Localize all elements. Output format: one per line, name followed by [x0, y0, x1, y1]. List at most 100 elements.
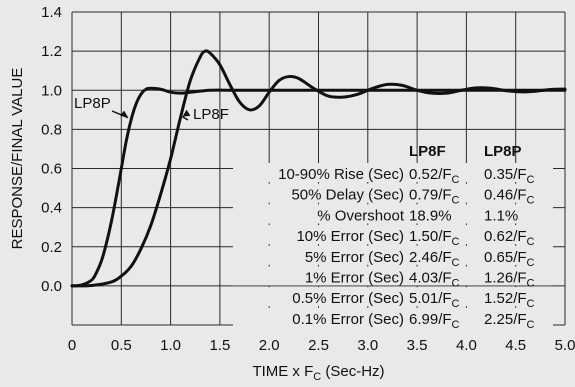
x-axis-title-unit: (Sec-Hz) — [321, 363, 384, 380]
table-cell-subscript: C — [527, 195, 535, 207]
table-cell-lp8p: 1.26/FC — [484, 270, 535, 290]
x-axis-title-main: TIME x F — [252, 363, 313, 380]
arrowhead-lp8p — [120, 110, 129, 118]
table-cell-subscript: C — [452, 174, 460, 186]
table-row-bg — [233, 307, 553, 327]
series-line-lp8f — [70, 49, 567, 288]
table-row-label: 50% Delay (Sec) — [291, 187, 404, 204]
table-cell-value: 0.65/F — [484, 249, 527, 266]
table-cell-subscript: C — [452, 319, 460, 331]
table-cell-value: 0.35/F — [484, 166, 527, 183]
y-tick-label: 0.2 — [41, 239, 62, 256]
table-cell-value: 0.52/F — [409, 166, 452, 183]
y-tick-label: 1.4 — [41, 4, 62, 21]
table-cell-value: 4.03/F — [409, 270, 452, 287]
arrowhead-lp8f — [182, 109, 191, 117]
table-row-bg — [233, 163, 553, 182]
table-cell-value: 1.26/F — [484, 270, 527, 287]
table-cell-lp8f: 5.01/FC — [409, 290, 460, 310]
table-cell-subscript: C — [452, 236, 460, 248]
table-cell-subscript: C — [527, 257, 535, 269]
table-row-bg — [233, 225, 553, 245]
y-tick-label: 1.2 — [41, 43, 62, 60]
table-header-lp8p: LP8P — [484, 143, 522, 160]
x-tick-label: 2.0 — [259, 337, 280, 354]
table-cell-lp8p: 2.25/FC — [484, 311, 535, 331]
arrow-lp8f — [182, 116, 189, 121]
table-cell-value: 18.9% — [409, 207, 452, 224]
table-cell-subscript: C — [527, 236, 535, 248]
table-cell-subscript: C — [527, 319, 535, 331]
x-axis-title-subscript: C — [313, 371, 321, 383]
table-row-label: 5% Error (Sec) — [305, 249, 404, 266]
table-cell-value: 0.79/F — [409, 187, 452, 204]
table-cell-value: 2.46/F — [409, 249, 452, 266]
x-tick-label: 3.0 — [357, 337, 378, 354]
series-label-lp8f: LP8F — [193, 106, 229, 123]
table-cell-value: 6.99/F — [409, 311, 452, 328]
y-tick-label: 1.0 — [41, 82, 62, 99]
x-tick-label: 4.0 — [456, 337, 477, 354]
x-tick-label: 0 — [68, 337, 76, 354]
table-cell-lp8f: 4.03/FC — [409, 270, 460, 290]
table-row-label: 0.5% Error (Sec) — [292, 290, 404, 307]
y-tick-label: 0.4 — [41, 200, 62, 217]
x-axis-title: TIME x FC (Sec-Hz) — [252, 363, 384, 383]
y-axis-title: RESPONSE/FINAL VALUE — [9, 68, 26, 250]
table-cell-subscript: C — [527, 278, 535, 290]
table-header-lp8f: LP8F — [409, 143, 446, 160]
table-cell-subscript: C — [452, 278, 460, 290]
x-tick-label: 0.5 — [111, 337, 132, 354]
table-row-label: 1% Error (Sec) — [305, 270, 404, 287]
table-cell-lp8f: 6.99/FC — [409, 311, 460, 331]
y-tick-label: 0.6 — [41, 161, 62, 178]
axis-titles: TIME x FC (Sec-Hz) RESPONSE/FINAL VALUE — [9, 68, 385, 383]
table-row-label: 10-90% Rise (Sec) — [278, 166, 404, 183]
table-cell-value: 1.50/F — [409, 228, 452, 245]
table-cell-subscript: C — [527, 298, 535, 310]
table-cell-value: 1.1% — [484, 207, 518, 224]
table-cell-value: 5.01/F — [409, 290, 452, 307]
tick-labels: 0 0.5 1.0 1.5 2.0 2.5 3.0 3.5 4.0 4.5 5.0 0.0 0.2 0.4… — [41, 4, 575, 354]
table-cell-lp8p: 0.46/FC — [484, 187, 535, 207]
table-row-bg — [233, 204, 553, 224]
table-row-bg — [233, 287, 553, 307]
table-cell-subscript: C — [452, 195, 460, 207]
x-tick-label: 1.0 — [160, 337, 181, 354]
x-tick-label: 3.5 — [407, 337, 428, 354]
table-row-label: % Overshoot — [317, 207, 405, 224]
x-tick-label: 5.0 — [555, 337, 575, 354]
table-cell-lp8f: 18.9% — [409, 207, 452, 224]
table-cell-subscript: C — [527, 174, 535, 186]
table-cell-lp8f: 0.52/FC — [409, 166, 460, 186]
table-cell-lp8p: 1.52/FC — [484, 290, 535, 310]
x-tick-label: 2.5 — [308, 337, 329, 354]
table-cell-value: 0.62/F — [484, 228, 527, 245]
table-cell-lp8f: 2.46/FC — [409, 249, 460, 269]
y-tick-label: 0.8 — [41, 121, 62, 138]
series-label-lp8p: LP8P — [74, 95, 111, 112]
table-cell-lp8f: 0.79/FC — [409, 187, 460, 207]
table-cell-value: 2.25/F — [484, 311, 527, 328]
series-line-lp8p — [70, 86, 567, 288]
table-cell-lp8p: 1.1% — [484, 207, 518, 224]
y-tick-label: 0.0 — [41, 278, 62, 295]
table-cell-subscript: C — [452, 298, 460, 310]
table-row-bg — [233, 266, 553, 286]
x-tick-label: 4.5 — [505, 337, 526, 354]
x-tick-label: 1.5 — [209, 337, 230, 354]
table-cell-lp8p: 0.35/FC — [484, 166, 535, 186]
table-row-bg — [233, 245, 553, 265]
table-row-bg — [233, 183, 553, 203]
table-cell-value: 1.52/F — [484, 290, 527, 307]
table-row-label: 0.1% Error (Sec) — [292, 311, 404, 328]
table-cell-subscript: C — [452, 257, 460, 269]
table-cell-lp8p: 0.62/FC — [484, 228, 535, 248]
series-annotations: LP8P LP8F — [74, 95, 229, 123]
table-cell-value: 0.46/F — [484, 187, 527, 204]
series-lines — [70, 49, 567, 288]
table-cell-lp8f: 1.50/FC — [409, 228, 460, 248]
table-cell-lp8p: 0.65/FC — [484, 249, 535, 269]
